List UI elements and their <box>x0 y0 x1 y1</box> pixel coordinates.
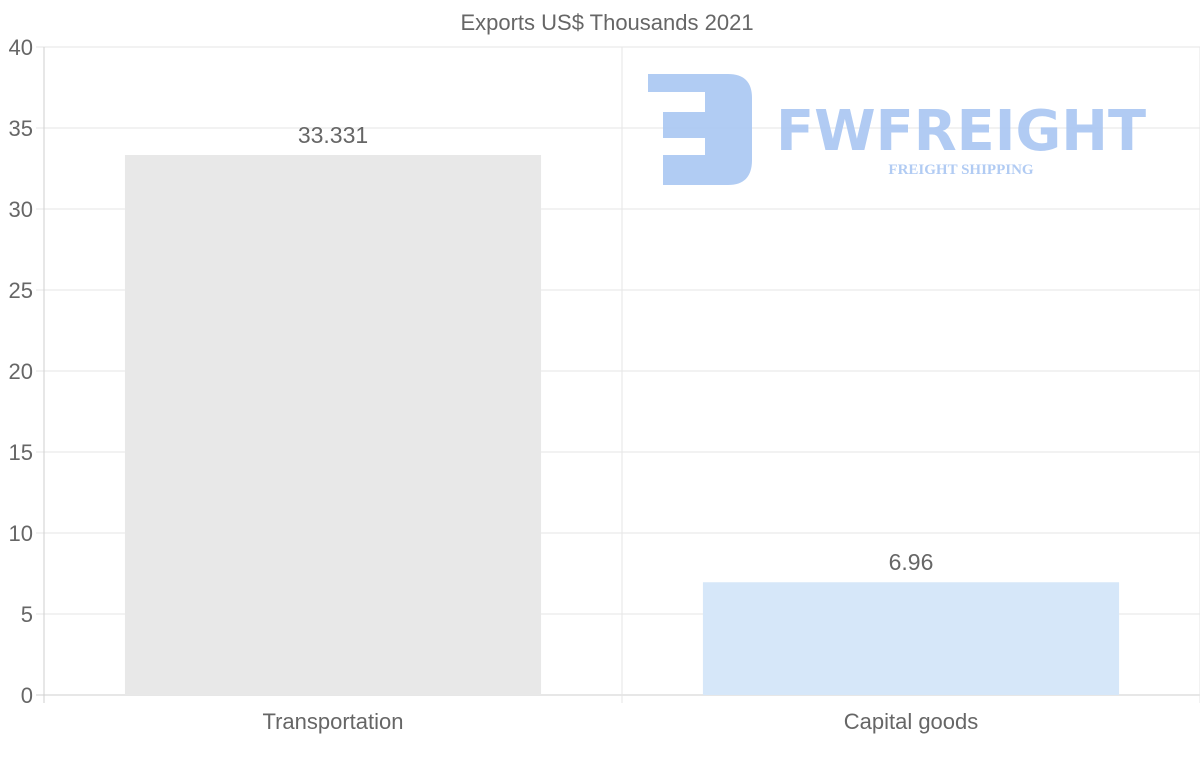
y-tick-label: 35 <box>9 116 33 141</box>
data-label: 33.331 <box>298 122 368 148</box>
watermark-tagline: FREIGHT SHIPPING <box>888 162 1033 178</box>
y-tick-label: 20 <box>9 359 33 384</box>
chart-title: Exports US$ Thousands 2021 <box>460 10 753 35</box>
x-tick-label: Capital goods <box>844 709 979 734</box>
y-tick-label: 30 <box>9 197 33 222</box>
y-tick-label: 10 <box>9 521 33 546</box>
y-tick-label: 40 <box>9 35 33 60</box>
bar-capital-goods <box>702 582 1120 695</box>
axes: 0 5 10 15 20 25 30 35 40 Transportation Capital go… <box>9 35 979 734</box>
y-tick-label: 0 <box>21 683 33 708</box>
bar-transportation <box>124 155 542 696</box>
x-tick-label: Transportation <box>262 709 403 734</box>
y-tick-label: 15 <box>9 440 33 465</box>
bars: 33.331 6.96 <box>124 122 1120 696</box>
watermark-brand: FWFREIGHT <box>776 99 1146 164</box>
fwfreight-watermark-logo: FWFREIGHT FREIGHT SHIPPING <box>648 74 1146 185</box>
logo-mark-icon <box>648 74 752 185</box>
y-tick-label: 25 <box>9 278 33 303</box>
y-tick-label: 5 <box>21 602 33 627</box>
data-label: 6.96 <box>889 549 934 575</box>
